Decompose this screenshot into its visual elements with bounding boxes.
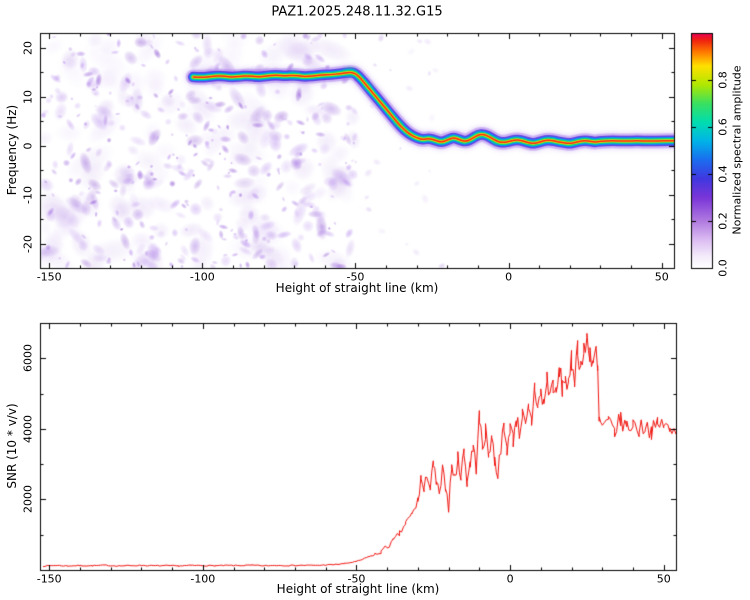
tick-label: 50 <box>654 270 669 284</box>
tick-label: -50 <box>347 572 366 586</box>
tick-label: 0 <box>21 142 35 150</box>
snr-yaxis-label: SNR (10 * v/v) <box>5 403 19 489</box>
spectrogram-yaxis-label: Frequency (Hz) <box>5 104 19 196</box>
tick-label: 0 <box>505 270 513 284</box>
tick-label: 0.4 <box>716 165 730 183</box>
spectrogram-xaxis-label: Height of straight line (km) <box>275 281 439 295</box>
tick-label: -20 <box>21 234 35 253</box>
tick-label: -150 <box>36 270 62 284</box>
tick-label: 0.0 <box>716 259 730 277</box>
tick-label: 0 <box>506 572 514 586</box>
tick-label: -100 <box>189 270 215 284</box>
tick-label: 0.8 <box>716 71 730 89</box>
tick-label: 20 <box>21 40 35 55</box>
figure-title: PAZ1.2025.248.11.32.G15 <box>271 4 443 20</box>
tick-label: 10 <box>21 89 35 104</box>
tick-label: 4000 <box>21 414 35 443</box>
tick-label: 50 <box>656 572 671 586</box>
tick-label: 2000 <box>21 485 35 514</box>
tick-label: -100 <box>190 572 216 586</box>
tick-label: -150 <box>36 572 62 586</box>
tick-label: 0.2 <box>716 212 730 230</box>
tick-label: 6000 <box>21 344 35 373</box>
tick-label: -50 <box>346 270 365 284</box>
tick-label: -10 <box>21 185 35 204</box>
tick-label: 0.6 <box>716 118 730 136</box>
colorbar-label: Normalized spectral amplitude <box>730 65 744 235</box>
snr-xaxis-label: Height of straight line (km) <box>276 582 440 596</box>
